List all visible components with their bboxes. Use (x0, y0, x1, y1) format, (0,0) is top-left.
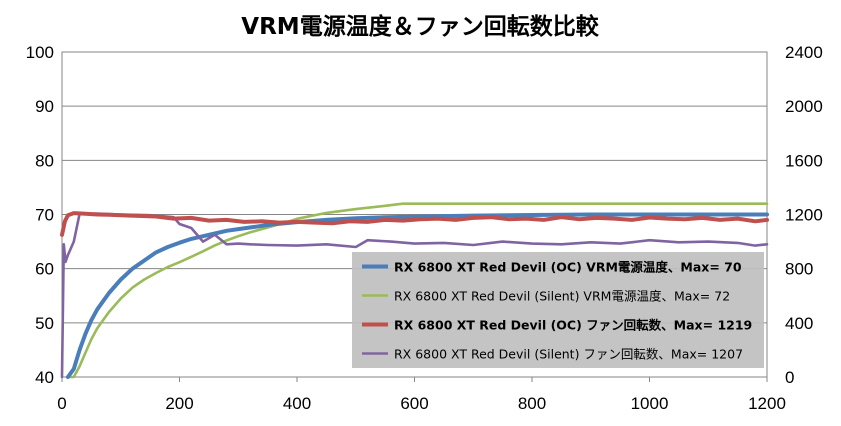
y2-tick-label: 0 (785, 368, 794, 387)
y-tick-label: 100 (26, 43, 54, 62)
y2-tick-label: 2000 (785, 97, 823, 116)
series-line-0 (65, 212, 769, 379)
y2-tick-label: 400 (785, 314, 813, 333)
series-lines (60, 202, 769, 379)
y-tick-label: 70 (35, 206, 54, 225)
series-line-1 (66, 202, 769, 379)
y2-tick-label: 800 (785, 260, 813, 279)
x-tick-label: 600 (400, 394, 428, 413)
y-tick-label: 90 (35, 97, 54, 116)
x-tick-label: 800 (518, 394, 546, 413)
y2-tick-label: 2400 (785, 43, 823, 62)
x-tick-label: 200 (165, 394, 193, 413)
y-tick-label: 50 (35, 314, 54, 333)
x-tick-label: 1200 (748, 394, 786, 413)
y-tick-label: 80 (35, 151, 54, 170)
chart-title: VRM電源温度＆ファン回転数比較 (241, 13, 599, 40)
legend-entry: RX 6800 XT Red Devil (Silent) VRM電源温度、Ma… (394, 289, 730, 304)
y-tick-label: 60 (35, 260, 54, 279)
legend-box (352, 252, 764, 368)
y2-tick-label: 1200 (785, 206, 823, 225)
y2-tick-label: 1600 (785, 151, 823, 170)
series-line-2 (60, 211, 769, 237)
x-tick-label: 400 (283, 394, 311, 413)
legend-entry: RX 6800 XT Red Devil (OC) ファン回転数、Max= 12… (394, 318, 752, 333)
x-tick-label: 1000 (631, 394, 669, 413)
x-tick-label: 0 (57, 394, 66, 413)
legend: RX 6800 XT Red Devil (OC) VRM電源温度、Max= 7… (352, 252, 764, 368)
y-tick-label: 40 (35, 368, 54, 387)
legend-entry: RX 6800 XT Red Devil (Silent) ファン回転数、Max… (394, 347, 743, 362)
legend-entry: RX 6800 XT Red Devil (OC) VRM電源温度、Max= 7… (394, 260, 742, 275)
